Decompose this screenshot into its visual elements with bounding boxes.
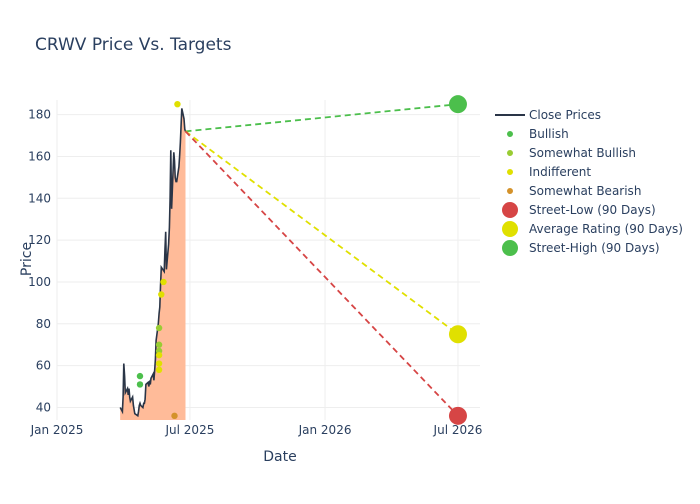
axes: 40 60 80 100 120 140 160 180 Jan 2025 Jul 2025 Jan… xyxy=(28,108,482,437)
average-target-line xyxy=(184,130,459,335)
indifferent-rating-point xyxy=(174,100,181,108)
somewhat-bullish-rating-point xyxy=(155,341,163,348)
legend-swatch-marker xyxy=(502,202,518,218)
legend-label: Somewhat Bullish xyxy=(529,146,636,160)
street-high-marker xyxy=(448,95,467,114)
indifferent-rating-point xyxy=(155,360,163,367)
target-lines xyxy=(184,103,459,417)
legend-swatch-dot xyxy=(507,131,513,137)
x-tick-label: Jan 2025 xyxy=(30,423,84,437)
x-axis-label: Date xyxy=(263,449,296,465)
legend-label: Close Prices xyxy=(529,108,601,122)
somewhat-bullish-rating-point xyxy=(155,324,163,332)
legend-item-average[interactable]: Average Rating (90 Days) xyxy=(502,221,683,237)
legend-item-indifferent[interactable]: Indifferent xyxy=(507,165,591,179)
legend-item-somewhat-bullish[interactable]: Somewhat Bullish xyxy=(507,146,636,160)
legend-label: Somewhat Bearish xyxy=(529,184,641,198)
legend-swatch-dot xyxy=(507,169,513,175)
close-price-line-group xyxy=(119,108,187,418)
legend-item-somewhat-bearish[interactable]: Somewhat Bearish xyxy=(507,184,641,198)
legend-item-street-low[interactable]: Street-Low (90 Days) xyxy=(502,202,656,218)
legend-swatch-marker xyxy=(502,240,518,256)
legend-swatch-marker xyxy=(502,221,518,237)
legend-item-close[interactable]: Close Prices xyxy=(495,108,601,122)
y-tick-label: 160 xyxy=(28,149,51,163)
bullish-rating-point xyxy=(136,372,144,380)
x-tick-label: Jul 2025 xyxy=(165,423,215,437)
legend-swatch-dot xyxy=(507,150,513,156)
indifferent-rating-point xyxy=(155,351,163,359)
indifferent-rating-point xyxy=(155,366,163,374)
legend-swatch-dot xyxy=(507,188,513,194)
somewhat-bearish-rating-point xyxy=(171,412,178,420)
y-tick-label: 40 xyxy=(36,400,51,414)
close-price-line xyxy=(119,108,187,418)
street-high-target-line xyxy=(185,103,459,133)
indifferent-rating-point xyxy=(158,291,165,298)
street-low-marker xyxy=(448,406,467,425)
street-low-target-line xyxy=(184,130,459,417)
rating-points xyxy=(136,100,181,420)
y-tick-label: 100 xyxy=(28,275,51,289)
legend[interactable]: Close Prices Bullish Somewhat Bullish Indif… xyxy=(495,108,683,256)
grid xyxy=(56,100,480,420)
y-tick-label: 140 xyxy=(28,191,51,205)
legend-label: Indifferent xyxy=(529,165,591,179)
indifferent-rating-point xyxy=(160,278,167,286)
y-tick-label: 120 xyxy=(28,233,51,247)
target-markers xyxy=(448,95,467,425)
x-tick-label: Jan 2026 xyxy=(298,423,352,437)
legend-label: Bullish xyxy=(529,127,569,141)
average-marker xyxy=(448,325,467,344)
y-axis-label: Price xyxy=(19,242,35,276)
legend-item-street-high[interactable]: Street-High (90 Days) xyxy=(502,240,660,256)
legend-label: Street-High (90 Days) xyxy=(529,241,660,255)
close-price-fill xyxy=(120,108,186,421)
close-price-area xyxy=(120,108,186,421)
chart-title: CRWV Price Vs. Targets xyxy=(35,35,232,55)
y-tick-label: 180 xyxy=(28,108,51,122)
y-tick-label: 80 xyxy=(36,317,51,331)
y-tick-label: 60 xyxy=(36,359,51,373)
legend-item-bullish[interactable]: Bullish xyxy=(507,127,569,141)
legend-label: Street-Low (90 Days) xyxy=(529,203,656,217)
bullish-rating-point xyxy=(136,381,144,388)
legend-label: Average Rating (90 Days) xyxy=(529,222,683,236)
x-tick-label: Jul 2026 xyxy=(433,423,483,437)
